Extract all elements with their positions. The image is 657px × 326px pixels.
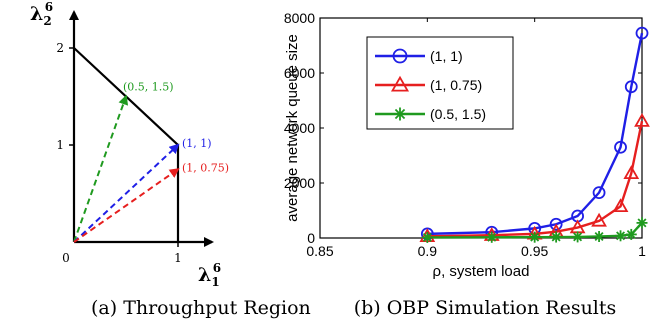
y-tick-label: 6000 <box>284 65 315 81</box>
series-circle <box>420 26 649 241</box>
legend: (1, 1) (1, 0.75) (0.5, 1.5) <box>366 36 514 130</box>
right-axis-ticks: 0.85 0.9 0.95 1 0 2000 4000 6000 8000 <box>284 10 646 259</box>
region-boundary <box>73 47 180 242</box>
point-marker <box>421 231 433 243</box>
x-tick-label: 1 <box>638 243 646 259</box>
point-marker <box>572 231 584 243</box>
left-y-axis-label: λ26 <box>30 0 53 28</box>
vector-label: (1, 1) <box>182 137 212 150</box>
rate-vectors: (0.5, 1.5) (1, 1) (1, 0.75) <box>73 81 229 243</box>
point-marker <box>529 231 541 243</box>
x-tick-label: 0.95 <box>521 243 548 259</box>
series-line <box>427 32 644 236</box>
point-marker <box>549 217 563 231</box>
y-tick-label: 8000 <box>284 10 315 26</box>
vector--1-1- <box>73 143 180 243</box>
point-marker <box>624 80 638 94</box>
left-x-tick-label: 0 <box>62 251 70 265</box>
right-y-axis-label: average network queue size <box>284 34 301 222</box>
point-marker <box>550 231 562 243</box>
series-lines <box>419 26 650 243</box>
left-x-axis-label: λ16 <box>198 261 221 289</box>
point-marker <box>593 230 605 242</box>
legend-label: (0.5, 1.5) <box>430 106 486 122</box>
point-marker <box>591 212 607 227</box>
y-tick-label: 0 <box>307 230 315 246</box>
y-tick-label: 2000 <box>284 175 315 191</box>
right-x-axis-label: ρ, system load <box>433 263 530 280</box>
series-line <box>427 120 644 238</box>
throughput-region-chart: 0 1 1 2 (0.5, 1.5) (1, 1) (1, 0.75) λ26 λ16 (… <box>30 0 311 319</box>
left-axes: 0 1 1 2 <box>56 10 214 265</box>
point-marker <box>592 186 606 200</box>
point-marker <box>612 198 629 213</box>
throughput-region <box>73 47 180 242</box>
vector--0-5-1-5- <box>73 94 129 243</box>
point-marker <box>393 107 407 121</box>
left-y-tick-label: 2 <box>56 41 64 55</box>
point-marker <box>615 230 627 242</box>
vector--1-0-75- <box>73 168 180 243</box>
x-tick-label: 0.85 <box>306 243 333 259</box>
vector-label: (0.5, 1.5) <box>123 81 174 94</box>
point-marker <box>486 231 498 243</box>
point-marker <box>625 228 637 240</box>
vector-label: (1, 0.75) <box>182 161 229 174</box>
point-marker <box>614 140 627 154</box>
caption-b: (b) OBP Simulation Results <box>354 297 617 319</box>
legend-label: (1, 0.75) <box>430 77 482 93</box>
y-tick-label: 4000 <box>284 120 315 136</box>
series-star <box>421 217 648 243</box>
caption-a: (a) Throughput Region <box>91 297 311 319</box>
point-marker <box>634 112 650 127</box>
point-marker <box>390 75 410 92</box>
simulation-results-chart: 0.85 0.9 0.95 1 0 2000 4000 6000 8000 average ne… <box>284 10 650 319</box>
point-marker <box>392 48 408 64</box>
left-y-tick-label: 1 <box>56 138 64 152</box>
left-x-tick-label: 1 <box>174 251 182 265</box>
legend-label: (1, 1) <box>430 48 463 64</box>
x-tick-label: 0.9 <box>418 243 438 259</box>
point-marker <box>623 165 640 180</box>
point-marker <box>636 217 648 229</box>
point-marker <box>635 26 649 40</box>
